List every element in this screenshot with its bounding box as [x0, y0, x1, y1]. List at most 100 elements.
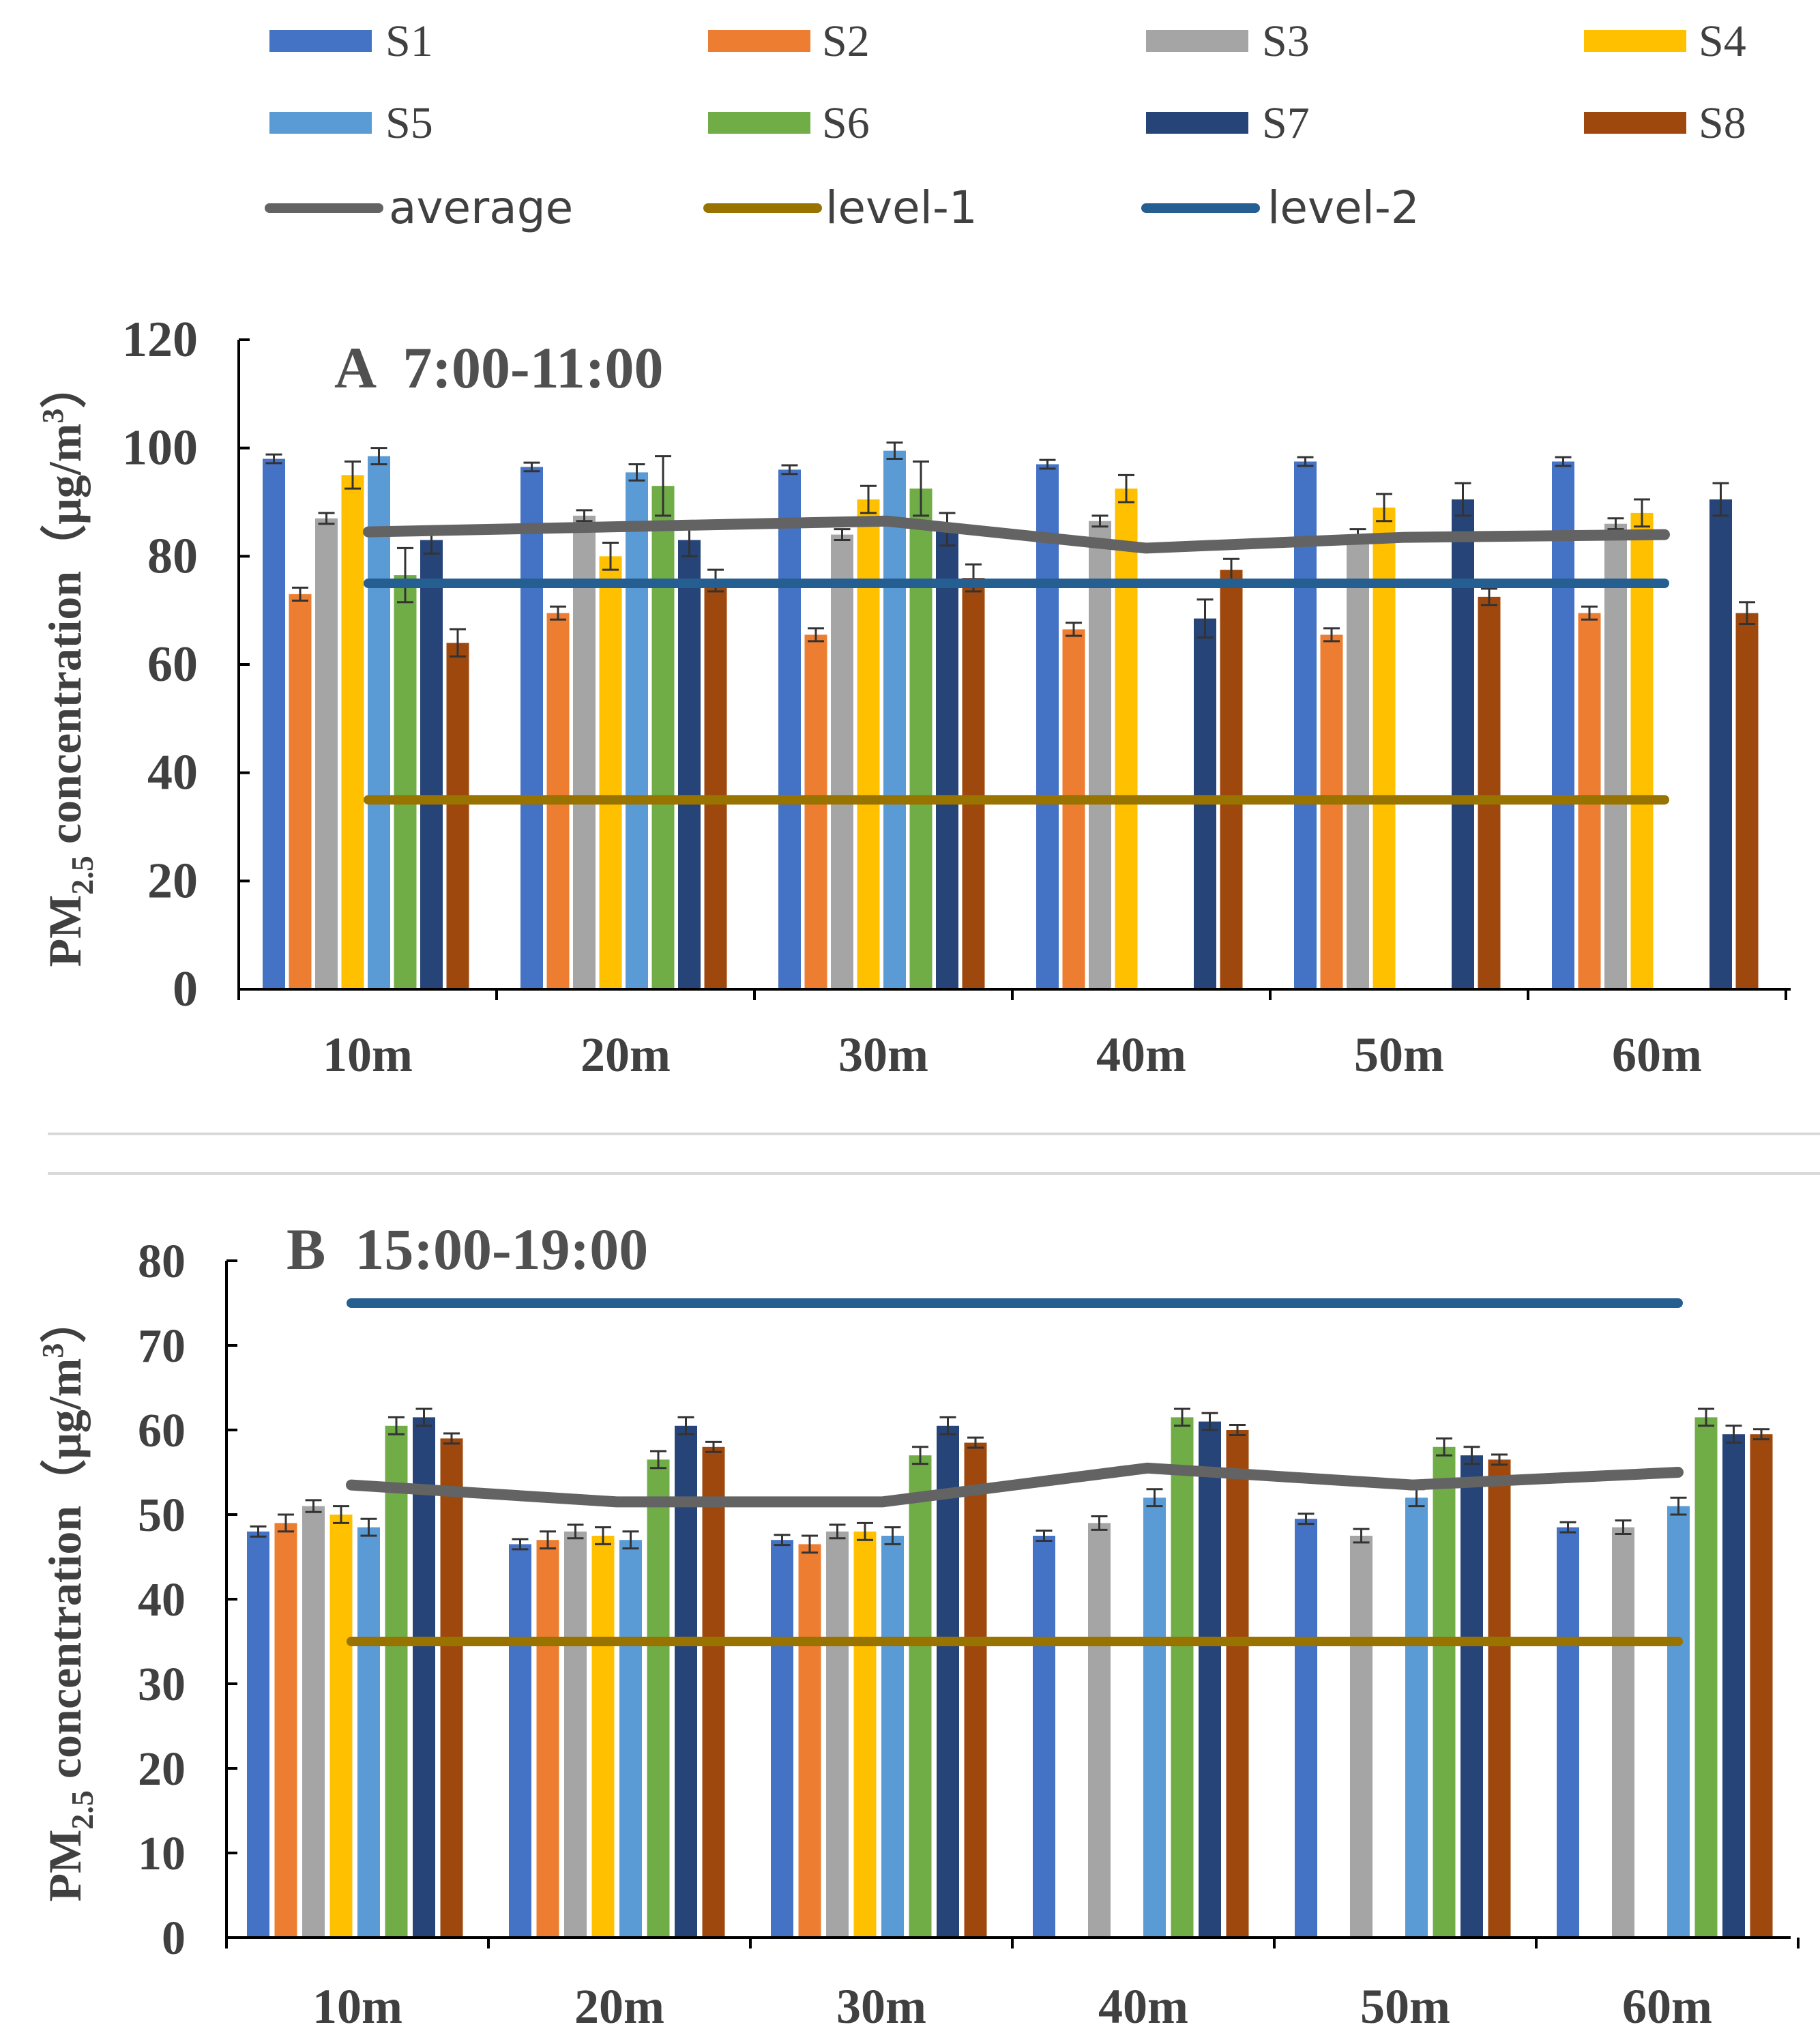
legend-swatch-s4 — [1584, 30, 1686, 52]
panel-b-y-tick-label: 80 — [138, 1236, 186, 1288]
legend-item-s6: S6 — [708, 98, 870, 148]
legend-item-s7: S7 — [1146, 98, 1310, 148]
panel-a-errorbar-s7-50m — [1454, 482, 1471, 517]
panel-b-errorbar-s8-30m — [967, 1436, 984, 1449]
panel-b-bar-s6-20m — [647, 1459, 670, 1938]
panel-a-errorbar-s6-30m — [913, 461, 929, 517]
panel-b-bar-s5-10m — [357, 1527, 380, 1938]
panel-a-bar-s3-30m — [831, 534, 853, 989]
panel-a-bar-s2-40m — [1062, 629, 1085, 989]
panel-b-y-tick-label: 10 — [138, 1828, 186, 1880]
panel-a-bar-s1-60m — [1552, 461, 1574, 989]
panel-b-errorbar-s2-20m — [540, 1530, 556, 1550]
panel-b-errorbar-s6-10m — [388, 1416, 405, 1435]
panel-b-y-tick-label: 20 — [138, 1743, 186, 1796]
panel-a-bar-s3-20m — [573, 515, 596, 989]
panel-b-bar-s8-50m — [1488, 1459, 1511, 1938]
panel-b-bar-s1-20m — [509, 1544, 531, 1938]
legend-swatch-s8 — [1584, 112, 1686, 134]
panel-a: A 7:00-11:00 PM2.5 concentration（μg/m3） … — [36, 312, 1791, 1082]
panel-a-errorbar-s2-20m — [550, 605, 566, 621]
panel-a-x-tick-label-60m: 60m — [1612, 1027, 1702, 1082]
panel-a-bar-s4-20m — [599, 556, 622, 989]
legend-swatch-s1 — [269, 30, 372, 52]
panel-a-errorbar-s3-10m — [318, 512, 335, 525]
panel-b-errorbar-s5-20m — [622, 1530, 639, 1550]
panel-a-bar-s7-50m — [1452, 499, 1474, 989]
panel-a-bar-s4-40m — [1115, 488, 1138, 989]
panel-a-bar-s3-40m — [1089, 521, 1111, 989]
panel-b-errorbar-s8-60m — [1753, 1428, 1770, 1441]
panel-a-errorbar-s4-30m — [860, 484, 877, 514]
panel-b-bar-s7-30m — [937, 1425, 959, 1938]
panel-b-bar-s3-40m — [1088, 1523, 1111, 1938]
legend-item-s1: S1 — [269, 16, 433, 66]
panel-b-bar-s7-10m — [413, 1417, 435, 1938]
panel-b-errorbar-s7-10m — [415, 1407, 432, 1427]
panel-a-x-tick-label-30m: 30m — [838, 1027, 928, 1082]
panel-a-bar-s4-10m — [341, 475, 364, 989]
panel-b-x-tick-label-50m: 50m — [1360, 1979, 1450, 2034]
panel-a-bar-s2-10m — [289, 594, 312, 989]
panel-b-bar-s4-10m — [329, 1515, 353, 1938]
panel-b-bar-s6-50m — [1433, 1446, 1456, 1938]
panel-a-bar-s8-10m — [446, 643, 469, 989]
panel-a-bar-s1-20m — [520, 467, 543, 989]
panel-a-errorbar-s1-20m — [523, 461, 540, 473]
panel-b-bar-s6-60m — [1694, 1417, 1718, 1938]
panel-a-bar-s2-50m — [1320, 634, 1343, 989]
panel-b-errorbar-s7-60m — [1725, 1425, 1742, 1444]
panel-b-errorbar-s1-10m — [250, 1525, 267, 1538]
legend-swatch-s5 — [269, 112, 372, 134]
panel-a-errorbar-s6-10m — [397, 546, 413, 604]
panel-b-y-tick-label: 40 — [138, 1574, 186, 1626]
panel-a-errorbar-s2-50m — [1323, 627, 1340, 643]
panel-a-errorbar-s7-60m — [1712, 482, 1729, 517]
panel-b-bar-s7-20m — [675, 1425, 697, 1938]
panel-b-errorbar-s8-10m — [443, 1432, 460, 1445]
panel-b-x-tick-label-20m: 20m — [574, 1979, 664, 2034]
panel-a-bar-s3-10m — [315, 518, 338, 989]
panel-b-y-tick-label: 30 — [138, 1659, 186, 1711]
panel-a-errorbar-s8-50m — [1481, 587, 1497, 607]
legend-label-s5: S5 — [385, 98, 433, 148]
legend-label-s3: S3 — [1262, 16, 1310, 66]
legend-label-level1: level-1 — [825, 181, 978, 234]
panel-b-bar-s4-30m — [853, 1531, 877, 1938]
panel-b-bar-s6-10m — [385, 1425, 408, 1938]
panel-b-errorbar-s6-40m — [1174, 1407, 1190, 1427]
panel-a-bar-s2-30m — [804, 634, 827, 989]
panel-b-y-tick-label: 70 — [138, 1320, 186, 1373]
panel-a-axes: 0 20 40 60 80 100 120 10m 20m 30m 40m 50m 60m — [122, 312, 1791, 1082]
panel-a-y-tick-label: 40 — [147, 745, 198, 801]
legend-item-s2: S2 — [708, 16, 870, 66]
panel-a-average-line — [363, 515, 1670, 554]
panel-b-errorbar-s3-60m — [1615, 1519, 1632, 1536]
panel-b-errorbar-s6-30m — [912, 1446, 928, 1465]
panel-b-errorbar-s5-40m — [1146, 1488, 1163, 1508]
panel-a-errorbar-s4-40m — [1118, 473, 1134, 503]
panel-a-errorbar-s4-50m — [1376, 493, 1392, 523]
panel-a-errorbar-s1-50m — [1297, 456, 1314, 467]
panel-b-bar-s3-50m — [1350, 1536, 1373, 1938]
legend-swatch-s7 — [1146, 112, 1248, 134]
panel-b-errorbar-s1-40m — [1036, 1530, 1053, 1542]
panel-b-errorbar-s3-20m — [567, 1523, 584, 1540]
panel-b-errorbar-s5-10m — [360, 1517, 377, 1537]
panel-a-bar-s1-30m — [778, 469, 801, 989]
panel-a-bar-s8-40m — [1220, 570, 1243, 989]
panel-b-y-axis-label: PM2.5 concentration（μg/m3） — [36, 1297, 100, 1902]
panel-a-bar-s4-30m — [857, 499, 880, 989]
panel-a-y-tick-label: 20 — [147, 853, 198, 909]
panel-a-errorbar-s2-30m — [808, 627, 824, 643]
panel-a-bar-s5-10m — [368, 456, 390, 989]
panel-b-x-tick-label-40m: 40m — [1098, 1979, 1188, 2034]
panel-a-bar-s1-10m — [263, 458, 285, 989]
panel-b-errorbar-s5-30m — [884, 1526, 901, 1545]
panel-b-bar-s5-20m — [619, 1540, 642, 1938]
panel-a-errorbar-s4-20m — [602, 542, 619, 571]
panel-b-errorbar-s8-40m — [1229, 1424, 1246, 1436]
panel-a-errorbar-s5-20m — [628, 463, 645, 482]
panel-b-bar-s5-40m — [1143, 1498, 1166, 1938]
panel-a-errorbar-s2-40m — [1066, 622, 1082, 637]
